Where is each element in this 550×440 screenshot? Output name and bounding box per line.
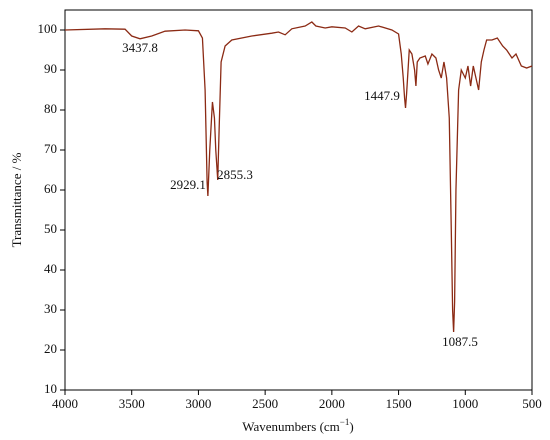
- x-axis-label-sup: −1: [340, 417, 350, 427]
- y-tick-label: 80: [44, 101, 57, 116]
- peak-label: 3437.8: [122, 40, 158, 55]
- peak-label: 1447.9: [364, 88, 400, 103]
- y-tick-label: 100: [38, 21, 58, 36]
- x-tick-label: 4000: [52, 396, 78, 411]
- x-tick-label: 2500: [252, 396, 278, 411]
- x-tick-label: 2000: [319, 396, 345, 411]
- x-tick-label: 1000: [452, 396, 478, 411]
- x-axis-label-text: Wavenumbers (cm: [242, 419, 340, 434]
- x-tick-label: 3500: [119, 396, 145, 411]
- y-tick-label: 10: [44, 381, 57, 396]
- y-tick-label: 20: [44, 341, 57, 356]
- peak-label: 2929.1: [170, 177, 206, 192]
- plot-frame: [64, 9, 533, 391]
- peak-label: 2855.3: [217, 167, 253, 182]
- y-tick-label: 40: [44, 261, 57, 276]
- y-tick-label: 90: [44, 61, 57, 76]
- spectrum-line: [64, 21, 533, 333]
- x-axis-label: Wavenumbers (cm−1): [242, 417, 353, 434]
- y-tick-label: 70: [44, 141, 57, 156]
- x-tick-label: 1500: [386, 396, 412, 411]
- x-tick-label: 3000: [185, 396, 211, 411]
- x-tick-label: 500: [522, 396, 542, 411]
- y-tick-label: 30: [44, 301, 57, 316]
- peak-label: 1087.5: [442, 334, 478, 349]
- x-axis-label-end: ): [349, 419, 353, 434]
- y-axis-label: Transmittance / %: [9, 152, 24, 247]
- y-tick-label: 60: [44, 181, 57, 196]
- y-tick-label: 50: [44, 221, 57, 236]
